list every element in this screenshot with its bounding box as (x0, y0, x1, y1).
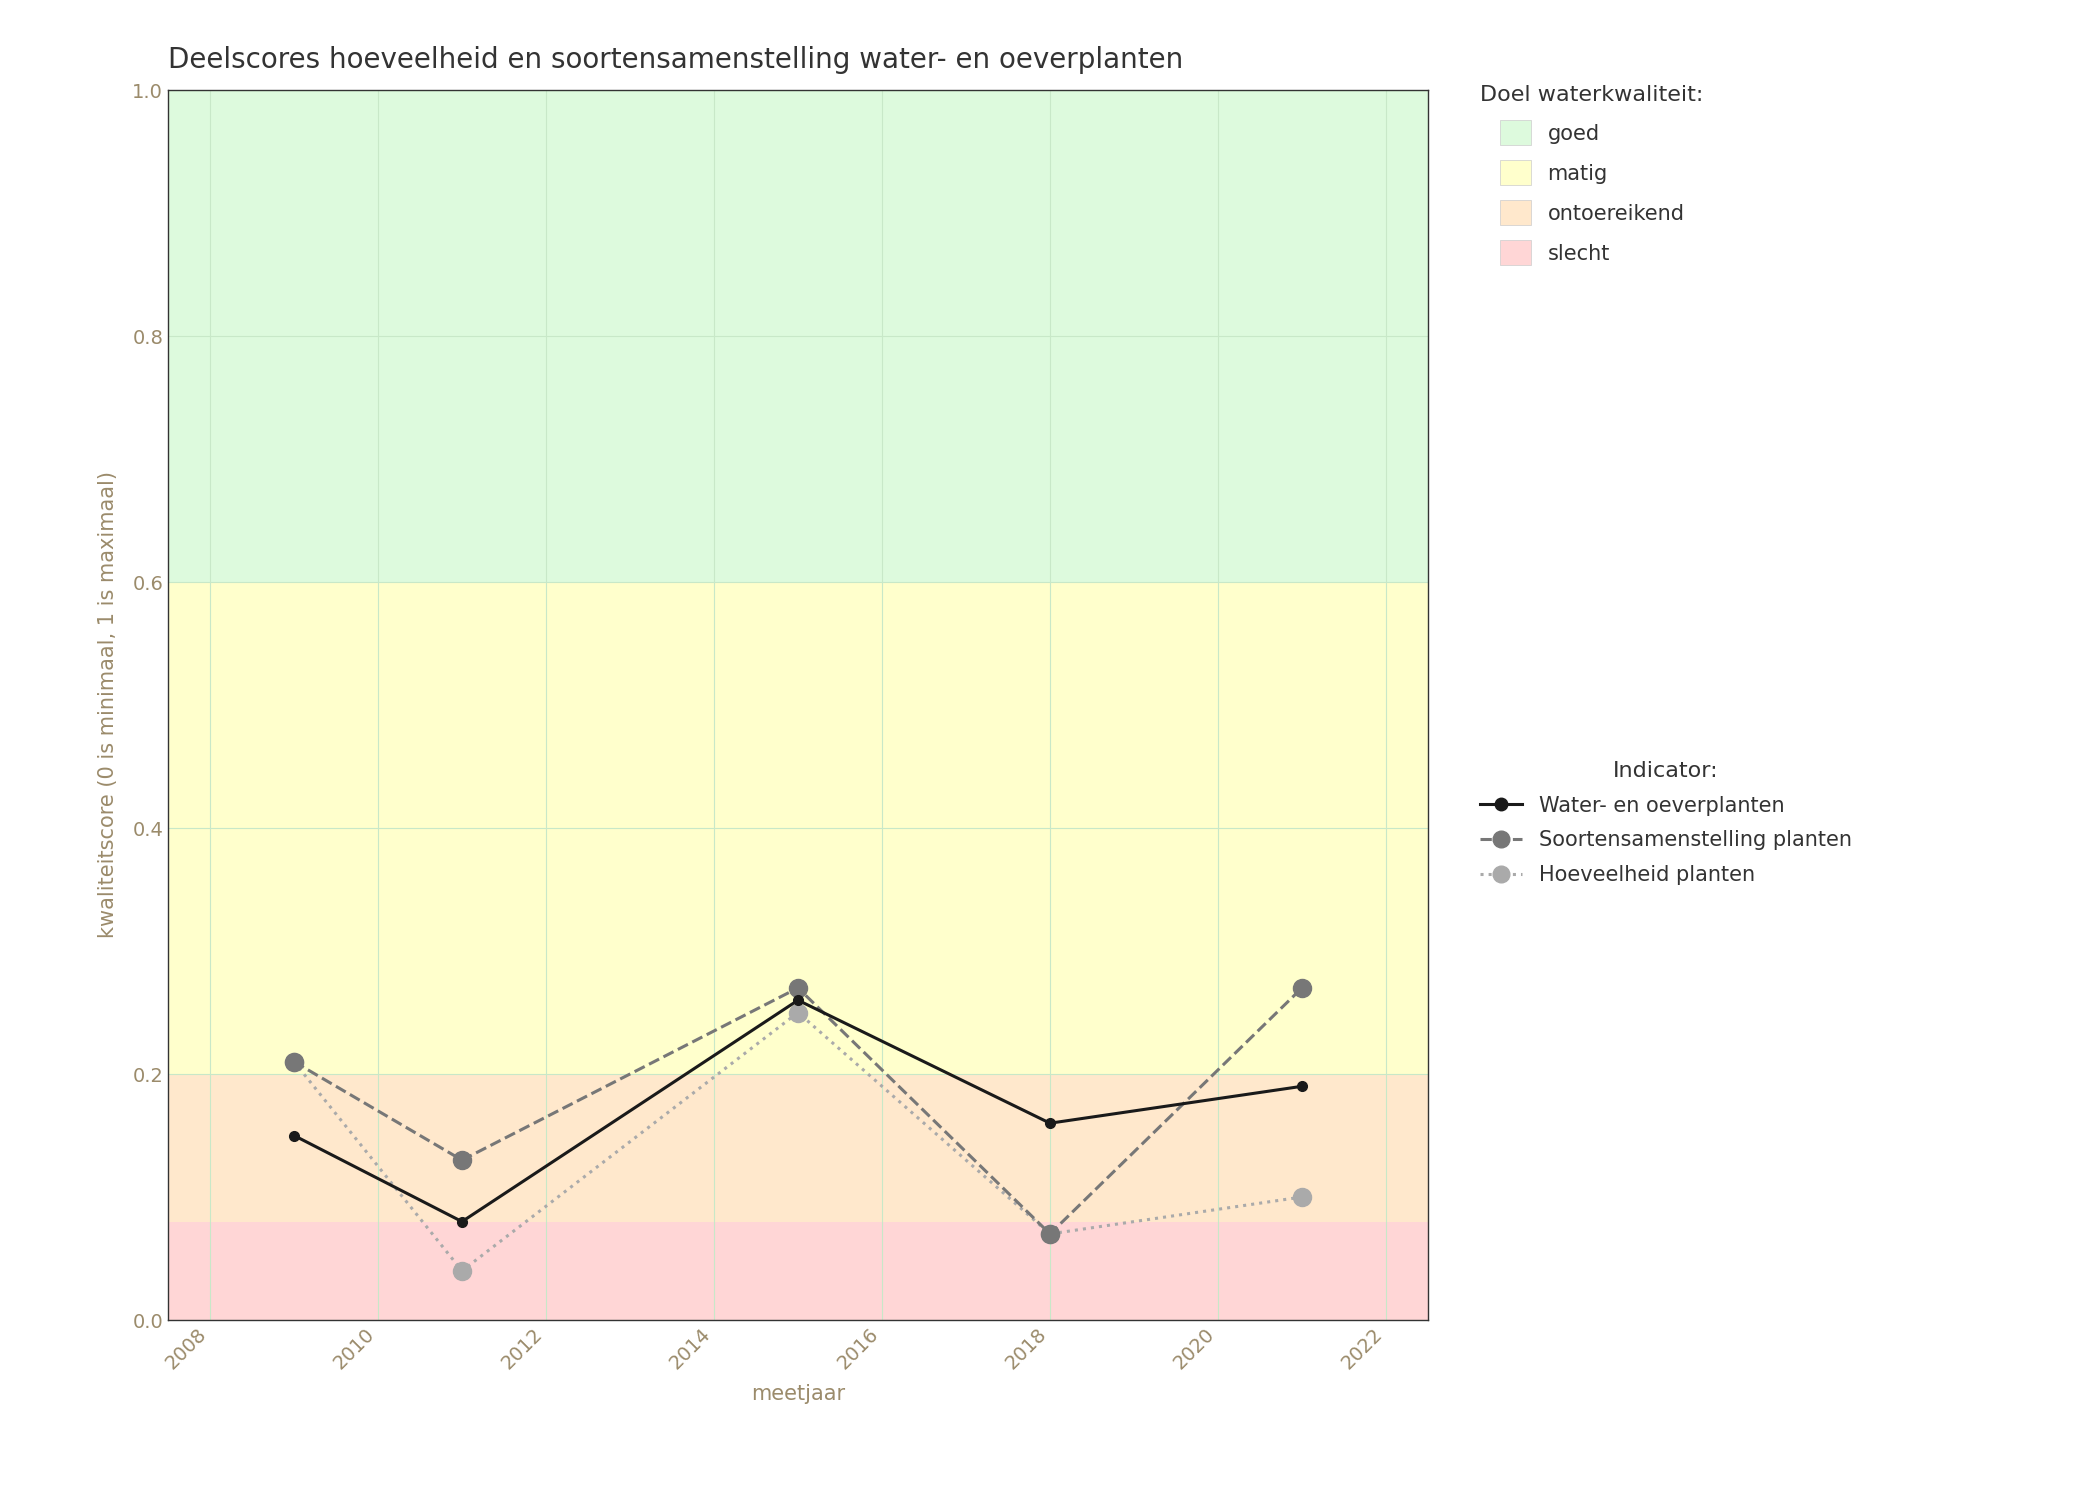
Legend: Water- en oeverplanten, Soortensamenstelling planten, Hoeveelheid planten: Water- en oeverplanten, Soortensamenstel… (1480, 760, 1852, 885)
Bar (168, 1074, 1428, 1221)
Y-axis label: kwaliteitscore (0 is minimaal, 1 is maximaal): kwaliteitscore (0 is minimaal, 1 is maxi… (99, 471, 118, 939)
Bar (168, 1221, 1428, 1320)
Bar (168, 90, 1428, 582)
Text: Deelscores hoeveelheid en soortensamenstelling water- en oeverplanten: Deelscores hoeveelheid en soortensamenst… (168, 46, 1182, 74)
X-axis label: meetjaar: meetjaar (752, 1384, 844, 1404)
Bar (168, 582, 1428, 1074)
